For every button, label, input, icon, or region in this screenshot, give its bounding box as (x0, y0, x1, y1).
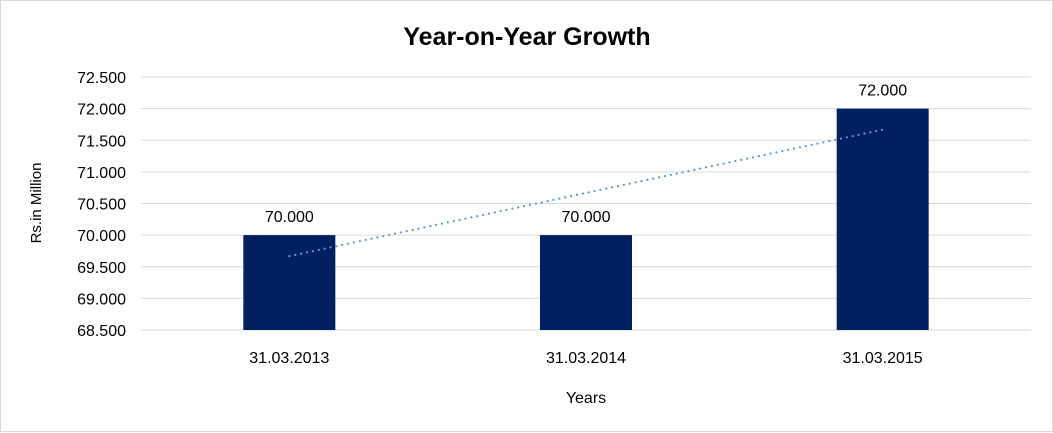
y-tick-label: 69.000 (77, 291, 126, 308)
y-tick-label: 68.500 (77, 323, 126, 340)
y-tick-label: 72.000 (77, 102, 126, 119)
data-label: 72.000 (858, 83, 907, 100)
bar (540, 235, 632, 330)
data-label: 70.000 (562, 209, 611, 226)
trendline (288, 128, 884, 258)
y-tick-label: 71.500 (77, 133, 126, 150)
y-tick-label: 70.000 (77, 228, 126, 245)
x-axis-label: Years (566, 390, 606, 407)
y-axis-label: Rs.in Million (28, 163, 45, 244)
y-tick-label: 70.500 (77, 197, 126, 214)
x-tick-label: 31.03.2015 (843, 350, 923, 367)
bar (836, 108, 929, 330)
x-tick-label: 31.03.2013 (249, 350, 329, 367)
y-tick-label: 69.500 (77, 260, 126, 277)
chart-title: Year-on-Year Growth (403, 23, 650, 51)
y-tick-label: 72.500 (77, 70, 126, 87)
bar (243, 235, 336, 330)
x-tick-label: 31.03.2014 (546, 350, 626, 367)
data-label: 70.000 (265, 209, 314, 226)
y-tick-label: 71.000 (77, 165, 126, 182)
